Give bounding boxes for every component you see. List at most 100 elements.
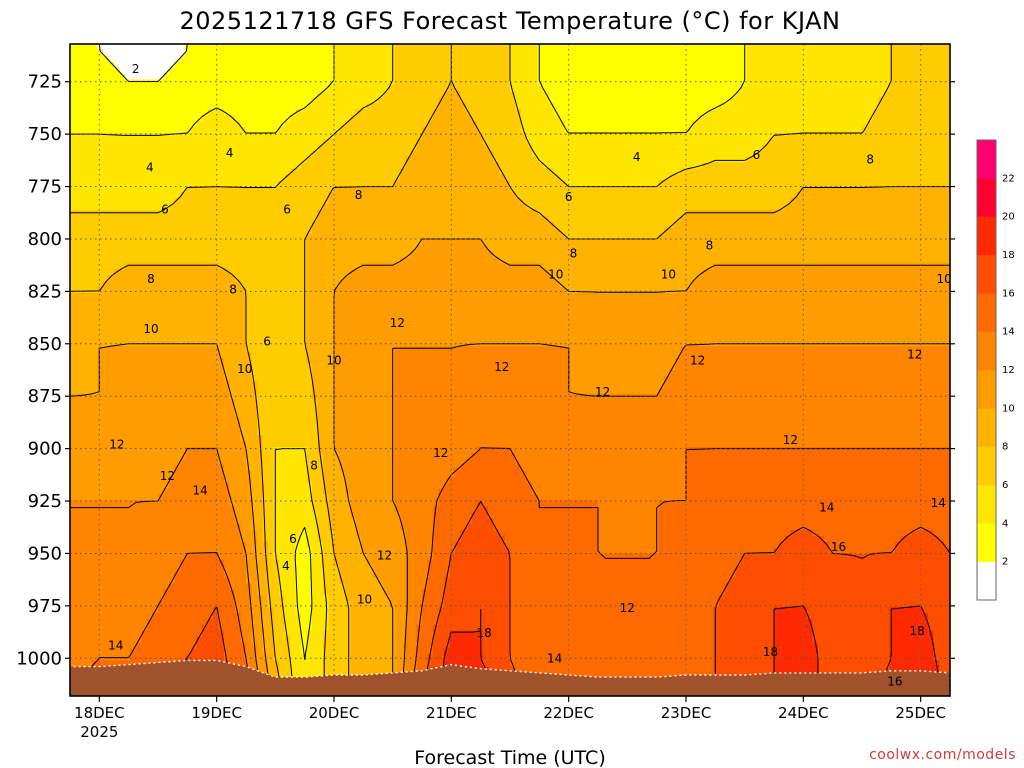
temperature-cell bbox=[526, 121, 533, 128]
temperature-cell bbox=[840, 79, 847, 87]
temperature-cell bbox=[554, 126, 561, 134]
temperature-cell bbox=[697, 144, 704, 152]
temperature-cell bbox=[713, 156, 720, 164]
temperature-cell bbox=[70, 97, 77, 104]
temperature-cell bbox=[862, 204, 869, 211]
temperature-cell bbox=[576, 138, 583, 146]
temperature-cell bbox=[598, 115, 605, 122]
temperature-cell bbox=[790, 186, 797, 193]
temperature-cell bbox=[207, 198, 214, 205]
temperature-cell bbox=[257, 174, 264, 181]
temperature-cell bbox=[174, 186, 181, 193]
temperature-cell bbox=[92, 79, 99, 87]
temperature-cell bbox=[680, 150, 687, 158]
temperature-cell bbox=[548, 138, 555, 146]
temperature-cell bbox=[664, 55, 671, 63]
temperature-cell bbox=[625, 174, 632, 181]
temperature-cell bbox=[389, 174, 396, 181]
temperature-cell bbox=[108, 192, 115, 199]
temperature-cell bbox=[130, 61, 137, 69]
temperature-cell bbox=[741, 73, 748, 81]
temperature-cell bbox=[180, 168, 187, 175]
temperature-cell bbox=[323, 132, 330, 140]
temperature-cell bbox=[174, 221, 181, 229]
temperature-cell bbox=[378, 186, 385, 193]
temperature-cell bbox=[526, 215, 533, 223]
temperature-cell bbox=[642, 156, 649, 164]
temperature-cell bbox=[592, 168, 599, 175]
temperature-cell bbox=[499, 44, 506, 51]
temperature-cell bbox=[235, 227, 242, 235]
temperature-cell bbox=[741, 186, 748, 193]
temperature-cell bbox=[202, 55, 209, 63]
temperature-cell bbox=[708, 91, 715, 98]
temperature-cell bbox=[851, 174, 858, 181]
temperature-cell bbox=[246, 138, 253, 146]
temperature-cell bbox=[939, 138, 946, 146]
temperature-cell bbox=[614, 121, 621, 128]
temperature-cell bbox=[669, 49, 676, 57]
temperature-cell bbox=[647, 115, 654, 122]
temperature-cell bbox=[119, 55, 126, 63]
temperature-cell bbox=[411, 67, 418, 75]
temperature-cell bbox=[284, 162, 291, 170]
temperature-cell bbox=[290, 204, 297, 211]
temperature-cell bbox=[537, 132, 544, 140]
temperature-cell bbox=[488, 126, 495, 134]
temperature-cell bbox=[636, 97, 643, 104]
temperature-cell bbox=[185, 115, 192, 122]
temperature-cell bbox=[213, 67, 220, 75]
temperature-cell bbox=[818, 79, 825, 87]
temperature-cell bbox=[207, 168, 214, 175]
temperature-cell bbox=[757, 126, 764, 134]
temperature-cell bbox=[449, 55, 456, 63]
temperature-cell bbox=[587, 49, 594, 57]
temperature-cell bbox=[240, 156, 247, 164]
temperature-cell bbox=[829, 91, 836, 98]
temperature-cell bbox=[878, 91, 885, 98]
temperature-cell bbox=[752, 73, 759, 81]
temperature-cell bbox=[246, 180, 253, 187]
temperature-cell bbox=[257, 180, 264, 187]
temperature-cell bbox=[691, 156, 698, 164]
temperature-cell bbox=[653, 132, 660, 140]
temperature-cell bbox=[345, 97, 352, 104]
temperature-cell bbox=[493, 44, 500, 51]
temperature-cell bbox=[356, 192, 363, 199]
temperature-cell bbox=[92, 168, 99, 175]
temperature-cell bbox=[97, 67, 104, 75]
temperature-cell bbox=[631, 192, 638, 199]
temperature-cell bbox=[383, 150, 390, 158]
temperature-cell bbox=[669, 132, 676, 140]
temperature-cell bbox=[867, 73, 874, 81]
temperature-cell bbox=[559, 55, 566, 63]
temperature-cell bbox=[906, 215, 913, 223]
temperature-cell bbox=[218, 168, 225, 175]
temperature-cell bbox=[609, 215, 616, 223]
temperature-cell bbox=[504, 192, 511, 199]
temperature-cell bbox=[537, 115, 544, 122]
temperature-cell bbox=[609, 186, 616, 193]
temperature-cell bbox=[922, 103, 929, 110]
temperature-cell bbox=[801, 180, 808, 187]
temperature-cell bbox=[741, 168, 748, 175]
temperature-cell bbox=[196, 67, 203, 75]
temperature-cell bbox=[97, 221, 104, 229]
temperature-cell bbox=[939, 67, 946, 75]
temperature-cell bbox=[724, 73, 731, 81]
temperature-cell bbox=[306, 126, 313, 134]
temperature-cell bbox=[339, 168, 346, 175]
temperature-cell bbox=[917, 209, 924, 217]
temperature-cell bbox=[444, 49, 451, 57]
temperature-cell bbox=[521, 144, 528, 152]
temperature-cell bbox=[306, 103, 313, 110]
temperature-cell bbox=[702, 121, 709, 128]
temperature-cell bbox=[554, 156, 561, 164]
temperature-cell bbox=[757, 73, 764, 81]
temperature-cell bbox=[482, 49, 489, 57]
temperature-cell bbox=[829, 79, 836, 87]
temperature-cell bbox=[444, 186, 451, 193]
temperature-cell bbox=[119, 221, 126, 229]
temperature-cell bbox=[592, 44, 599, 51]
temperature-cell bbox=[680, 61, 687, 69]
